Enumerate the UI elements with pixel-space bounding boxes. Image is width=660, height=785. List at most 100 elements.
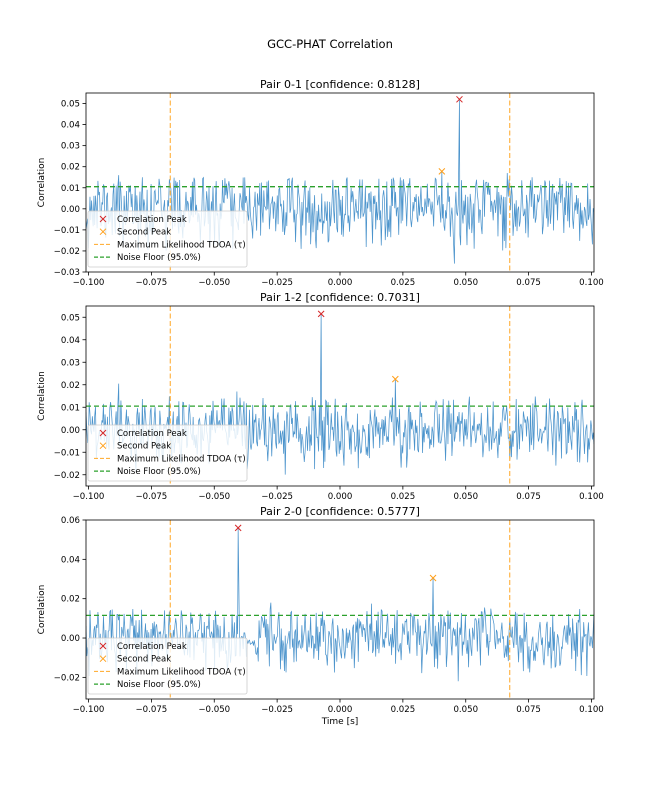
plot-area (86, 93, 594, 272)
legend: Correlation Peak Second Peak Maximum Likel… (87, 424, 248, 482)
x-tick-label: −0.050 (198, 492, 230, 502)
legend-correlation-peak-label: Correlation Peak (117, 429, 187, 439)
subplots: Pair 0-1 [confidence: 0.8128] −0.100 −0.07… (37, 78, 604, 727)
x-axis-label: Time [s] (321, 717, 359, 727)
y-tick-label: −0.01 (54, 226, 80, 236)
legend-correlation-peak-label: Correlation Peak (117, 215, 187, 225)
x-tick-label: 0.025 (391, 705, 416, 715)
second-peak-marker-stroke-b (438, 167, 446, 175)
subplot-2: Pair 2-0 [confidence: 0.5777] −0.100 −0.07… (37, 505, 604, 727)
legend-box (87, 637, 248, 695)
legend-noise-floor: Noise Floor (95.0%) (94, 467, 201, 477)
legend-tdoa: Maximum Likelihood TDOA (τ) (94, 454, 246, 464)
y-tick-label: 0.04 (61, 555, 80, 565)
y-tick-label: 0.06 (61, 516, 80, 526)
y-tick-label: 0.05 (61, 313, 80, 323)
legend: Correlation Peak Second Peak Maximum Likel… (87, 210, 248, 268)
legend-correlation-peak-mark-b (99, 642, 107, 650)
figure-suptitle: GCC-PHAT Correlation (267, 37, 393, 51)
second-peak-marker (429, 574, 437, 582)
x-tick-label: 0.100 (579, 705, 604, 715)
x-tick-label: 0.000 (328, 278, 353, 288)
y-tick-label: −0.02 (54, 673, 80, 683)
x-tick-label: −0.025 (261, 705, 293, 715)
y-tick-label: −0.01 (54, 448, 80, 458)
legend: Correlation Peak Second Peak Maximum Likel… (87, 637, 248, 695)
legend-tdoa: Maximum Likelihood TDOA (τ) (94, 240, 246, 250)
legend-second-peak: Second Peak (99, 442, 171, 452)
x-tick-label: −0.100 (73, 278, 105, 288)
x-tick-label: 0.000 (328, 705, 353, 715)
y-tick-label: −0.02 (54, 247, 80, 257)
legend-second-peak-label: Second Peak (117, 442, 171, 452)
y-tick-label: −0.02 (54, 471, 80, 481)
x-tick-label: −0.050 (198, 278, 230, 288)
y-tick-label: 0.02 (61, 381, 80, 391)
legend-correlation-peak: Correlation Peak (99, 429, 187, 439)
x-tick-label: 0.050 (453, 278, 478, 288)
x-tick-label: −0.075 (135, 492, 167, 502)
legend-tdoa-label: Maximum Likelihood TDOA (τ) (117, 454, 246, 464)
correlation-peak-marker-stroke-b (317, 310, 325, 318)
legend-correlation-peak-mark-b (99, 215, 107, 223)
legend-second-peak-mark-b (99, 228, 107, 236)
legend-tdoa: Maximum Likelihood TDOA (τ) (94, 667, 246, 677)
subplot-1: Pair 1-2 [confidence: 0.7031] −0.100 −0.07… (37, 291, 604, 502)
y-axis-label: Correlation (37, 585, 47, 635)
x-tick-label: −0.025 (261, 278, 293, 288)
legend-noise-floor-label: Noise Floor (95.0%) (117, 253, 201, 263)
legend-second-peak: Second Peak (99, 655, 171, 665)
x-tick-label: 0.025 (391, 492, 416, 502)
correlation-peak-marker-stroke-b (456, 95, 463, 103)
legend-second-peak: Second Peak (99, 228, 171, 238)
legend-second-peak-label: Second Peak (117, 228, 171, 238)
legend-tdoa-label: Maximum Likelihood TDOA (τ) (117, 240, 246, 250)
legend-box (87, 210, 248, 268)
x-tick-label: −0.050 (198, 705, 230, 715)
subplot-title: Pair 0-1 [confidence: 0.8128] (260, 78, 420, 91)
y-tick-label: 0.03 (61, 142, 80, 152)
legend-box (87, 424, 248, 482)
legend-second-peak-mark-b (99, 655, 107, 663)
y-tick-label: 0.05 (61, 100, 80, 110)
correlation-peak-marker-stroke-b (234, 524, 242, 532)
legend-correlation-peak-mark-b (99, 429, 107, 437)
y-tick-label: −0.03 (54, 268, 80, 278)
legend-tdoa-label: Maximum Likelihood TDOA (τ) (117, 667, 246, 677)
x-tick-label: −0.100 (73, 705, 105, 715)
y-tick-label: 0.04 (61, 121, 80, 131)
y-tick-label: 0.01 (61, 184, 80, 194)
x-tick-label: 0.075 (516, 278, 541, 288)
legend-correlation-peak-label: Correlation Peak (117, 642, 187, 652)
y-axis-label: Correlation (37, 371, 47, 421)
y-tick-label: 0.01 (61, 403, 80, 413)
legend-second-peak-label: Second Peak (117, 655, 171, 665)
y-tick-label: 0.03 (61, 358, 80, 368)
x-tick-label: 0.025 (391, 278, 416, 288)
x-tick-label: 0.050 (453, 492, 478, 502)
correlation-peak-marker (317, 310, 325, 318)
correlation-peak-marker (234, 524, 242, 532)
y-tick-label: 0.00 (61, 205, 80, 215)
second-peak-marker-stroke-b (391, 375, 399, 383)
legend-correlation-peak: Correlation Peak (99, 642, 187, 652)
subplot-0: Pair 0-1 [confidence: 0.8128] −0.100 −0.07… (37, 78, 604, 288)
legend-noise-floor: Noise Floor (95.0%) (94, 680, 201, 690)
x-tick-label: −0.075 (135, 278, 167, 288)
y-tick-label: 0.00 (61, 426, 80, 436)
x-tick-label: 0.050 (453, 705, 478, 715)
y-tick-label: 0.02 (61, 595, 80, 605)
legend-noise-floor-label: Noise Floor (95.0%) (117, 467, 201, 477)
second-peak-marker (391, 375, 399, 383)
x-tick-label: 0.000 (328, 492, 353, 502)
x-tick-label: 0.075 (516, 705, 541, 715)
x-tick-label: 0.075 (516, 492, 541, 502)
plot-area (86, 520, 594, 699)
second-peak-marker-stroke-b (429, 574, 437, 582)
legend-correlation-peak: Correlation Peak (99, 215, 187, 225)
x-tick-label: 0.100 (579, 278, 604, 288)
legend-noise-floor: Noise Floor (95.0%) (94, 253, 201, 263)
legend-noise-floor-label: Noise Floor (95.0%) (117, 680, 201, 690)
x-tick-label: −0.075 (135, 705, 167, 715)
